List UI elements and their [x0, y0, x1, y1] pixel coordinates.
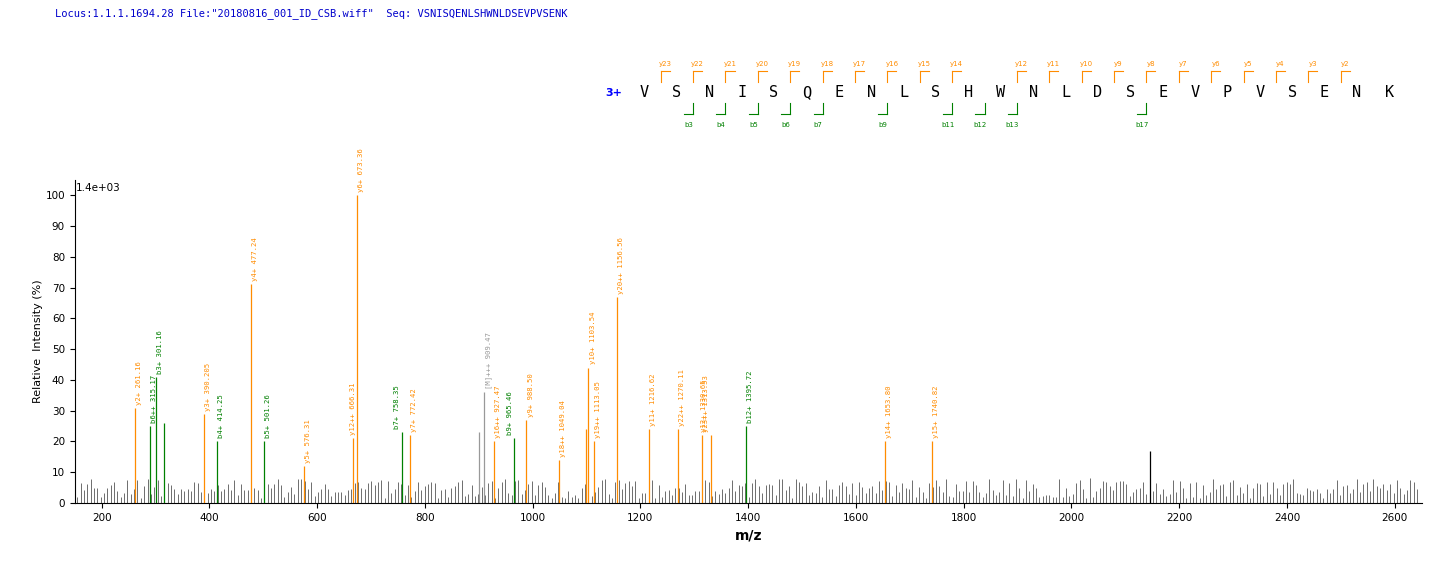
- Text: L: L: [1061, 85, 1070, 100]
- Text: S: S: [1288, 85, 1297, 100]
- Text: y9: y9: [1114, 61, 1123, 67]
- Text: S: S: [672, 85, 682, 100]
- Text: y3+ 390.205: y3+ 390.205: [205, 362, 211, 411]
- Text: b6++ 315.17: b6++ 315.17: [151, 375, 158, 423]
- Text: b5+ 501.26: b5+ 501.26: [266, 395, 271, 438]
- Text: y5: y5: [1244, 61, 1252, 67]
- Text: S: S: [932, 85, 941, 100]
- Text: b5: b5: [750, 121, 758, 128]
- Text: y7: y7: [1179, 61, 1188, 67]
- Text: y15: y15: [918, 61, 931, 67]
- Text: V: V: [1255, 85, 1264, 100]
- Text: y12+ 1330.65: y12+ 1330.65: [701, 380, 707, 432]
- Text: y4: y4: [1277, 61, 1285, 67]
- Text: D: D: [1093, 85, 1103, 100]
- Text: S: S: [1126, 85, 1134, 100]
- Text: y8: y8: [1146, 61, 1155, 67]
- Text: H: H: [964, 85, 972, 100]
- Text: N: N: [705, 85, 714, 100]
- Text: y22++ 1270.11: y22++ 1270.11: [679, 369, 685, 426]
- Text: y7+ 772.42: y7+ 772.42: [411, 388, 416, 432]
- Text: [M]+++ 909.47: [M]+++ 909.47: [485, 332, 491, 389]
- Text: y16: y16: [886, 61, 899, 67]
- Text: y15+ 1740.82: y15+ 1740.82: [933, 386, 939, 438]
- Text: y11+ 1216.62: y11+ 1216.62: [651, 374, 656, 426]
- Text: N: N: [1028, 85, 1038, 100]
- Text: b12: b12: [974, 121, 987, 128]
- Text: N: N: [1353, 85, 1361, 100]
- Text: y12: y12: [1015, 61, 1028, 67]
- Text: b3+ 301.16: b3+ 301.16: [157, 330, 164, 374]
- Text: y22: y22: [691, 61, 704, 67]
- Text: K: K: [1384, 85, 1394, 100]
- Text: y2+ 261.16: y2+ 261.16: [135, 361, 142, 405]
- Text: Q: Q: [801, 85, 811, 100]
- Text: 3+: 3+: [606, 88, 623, 98]
- Text: V: V: [640, 85, 649, 100]
- Text: y2: y2: [1341, 61, 1350, 67]
- Text: y9+ 988.50: y9+ 988.50: [527, 373, 534, 417]
- Text: y12++ 666.31: y12++ 666.31: [350, 383, 356, 436]
- Text: y23++ 1313.53: y23++ 1313.53: [702, 375, 708, 432]
- Text: y6+ 673.36: y6+ 673.36: [358, 148, 363, 192]
- Y-axis label: Relative  Intensity (%): Relative Intensity (%): [33, 280, 43, 403]
- Text: y17: y17: [853, 61, 866, 67]
- Text: y16++ 927.47: y16++ 927.47: [494, 386, 501, 438]
- X-axis label: m/z: m/z: [734, 528, 763, 542]
- Text: W: W: [997, 85, 1005, 100]
- Text: y20: y20: [755, 61, 768, 67]
- Text: y20++ 1156.56: y20++ 1156.56: [617, 237, 625, 294]
- Text: y19: y19: [788, 61, 801, 67]
- Text: b11: b11: [941, 121, 955, 128]
- Text: y18: y18: [820, 61, 834, 67]
- Text: y11: y11: [1047, 61, 1060, 67]
- Text: E: E: [1157, 85, 1167, 100]
- Text: y23: y23: [659, 61, 672, 67]
- Text: b7+ 758.35: b7+ 758.35: [395, 386, 401, 429]
- Text: P: P: [1223, 85, 1232, 100]
- Text: b13: b13: [1005, 121, 1020, 128]
- Text: y5+ 576.31: y5+ 576.31: [306, 419, 312, 463]
- Text: b4+ 414.25: b4+ 414.25: [218, 395, 224, 438]
- Text: 1.4e+03: 1.4e+03: [76, 183, 121, 193]
- Text: V: V: [1190, 85, 1199, 100]
- Text: y10+ 1103.54: y10+ 1103.54: [590, 312, 596, 365]
- Text: N: N: [866, 85, 876, 100]
- Text: S: S: [770, 85, 778, 100]
- Text: I: I: [737, 85, 747, 100]
- Text: y3: y3: [1308, 61, 1317, 67]
- Text: y14: y14: [951, 61, 964, 67]
- Text: b9+ 965.46: b9+ 965.46: [507, 392, 513, 436]
- Text: L: L: [899, 85, 908, 100]
- Text: y21: y21: [724, 61, 737, 67]
- Text: y4+ 477.24: y4+ 477.24: [253, 238, 258, 282]
- Text: y14+ 1653.80: y14+ 1653.80: [886, 386, 892, 438]
- Text: E: E: [834, 85, 843, 100]
- Text: b17: b17: [1136, 121, 1149, 128]
- Text: b9: b9: [879, 121, 887, 128]
- Text: b12+ 1395.72: b12+ 1395.72: [747, 370, 752, 423]
- Text: b6: b6: [781, 121, 790, 128]
- Text: b7: b7: [814, 121, 823, 128]
- Text: y6: y6: [1212, 61, 1221, 67]
- Text: E: E: [1320, 85, 1330, 100]
- Text: y18++ 1049.04: y18++ 1049.04: [560, 400, 566, 457]
- Text: b4: b4: [717, 121, 725, 128]
- Text: b3: b3: [684, 121, 694, 128]
- Text: y10: y10: [1080, 61, 1093, 67]
- Text: Locus:1.1.1.1694.28 File:"20180816_001_ID_CSB.wiff"  Seq: VSNISQENLSHWNLDSEVPVSE: Locus:1.1.1.1694.28 File:"20180816_001_I…: [55, 8, 567, 19]
- Text: y19++ 1113.05: y19++ 1113.05: [595, 382, 600, 438]
